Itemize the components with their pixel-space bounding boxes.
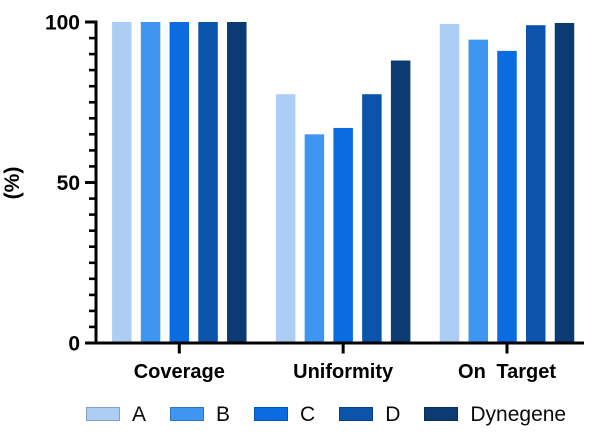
- plot-area: 0 50 100 Coverage Uniformity On Target (%): [1, 12, 584, 383]
- bar-uniformity-b: [304, 134, 325, 343]
- bar-uniformity-d: [362, 94, 382, 343]
- bar-coverage-a: [112, 22, 132, 343]
- bar-on-target-a: [439, 23, 460, 344]
- legend-swatch-dynegene: [424, 407, 459, 421]
- legend-label-a: A: [132, 402, 147, 426]
- bar-uniformity-dynegene: [390, 60, 411, 344]
- y-tick-label: 0: [68, 333, 80, 356]
- bar-coverage-d: [198, 22, 218, 343]
- bar-uniformity-a: [275, 94, 296, 343]
- legend-swatch-a: [86, 407, 120, 421]
- legend-label-c: C: [300, 402, 316, 426]
- y-tick-label: 50: [57, 172, 80, 195]
- legend-label-dynegene: Dynegene: [470, 402, 567, 426]
- legend-item-d: D: [339, 404, 400, 425]
- bar-coverage-dynegene: [227, 22, 247, 343]
- bar-on-target-b: [468, 39, 488, 343]
- y-axis-title: (%): [1, 167, 24, 200]
- bar-coverage-b: [140, 22, 161, 343]
- chart-legend: A B C D Dynegene: [86, 400, 566, 428]
- bar-on-target-d: [526, 25, 546, 344]
- legend-label-b: B: [216, 402, 231, 426]
- legend-item-b: B: [170, 404, 230, 425]
- category-label-coverage: Coverage: [134, 361, 225, 383]
- category-label-uniformity: Uniformity: [293, 361, 394, 383]
- legend-item-a: A: [86, 404, 146, 425]
- legend-swatch-d: [339, 407, 374, 421]
- category-label-on-target: On Target: [458, 361, 556, 383]
- y-tick-label: 100: [45, 12, 80, 35]
- bar-on-target-dynegene: [554, 22, 575, 344]
- bar-uniformity-c: [333, 127, 353, 344]
- bar-on-target-c: [497, 50, 517, 343]
- legend-swatch-c: [254, 407, 289, 421]
- legend-item-dynegene: Dynegene: [424, 404, 566, 425]
- legend-swatch-b: [170, 407, 205, 421]
- legend-label-d: D: [385, 402, 401, 426]
- bar-coverage-c: [169, 22, 190, 343]
- legend-item-c: C: [254, 404, 315, 425]
